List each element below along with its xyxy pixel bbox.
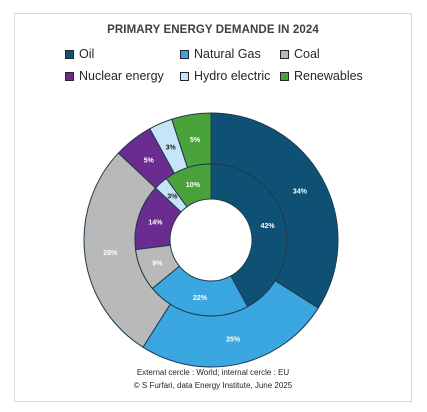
legend-label-nuclear: Nuclear energy [79,69,164,83]
footer-note: External cercle : World; internal cercle… [136,368,290,377]
outer-ring-label-hydro: 3% [166,144,177,151]
inner-ring-label-oil: 42% [261,223,276,230]
legend-item-nuclear: Nuclear energy [65,69,164,83]
legend-label-natural-gas: Natural Gas [194,47,261,61]
legend-label-coal: Coal [294,47,320,61]
legend-swatch-coal [280,49,289,59]
donut-chart: 34% 25% 28% 5% 3% 5% 42% 22% 9% 14% 3% 10% [83,112,339,368]
legend-swatch-oil [65,49,74,59]
chart-card: PRIMARY ENERGY DEMANDE IN 2024 Oil Natur… [14,13,412,402]
inner-ring-slice-oil [210,163,288,308]
legend-item-coal: Coal [280,47,320,61]
legend-item-natural-gas: Natural Gas [180,47,261,61]
legend-item-hydro: Hydro electric [180,69,270,83]
outer-ring-label-coal: 28% [103,250,118,257]
legend-label-hydro: Hydro electric [194,69,271,83]
inner-ring-label-coal: 9% [152,261,163,268]
legend-swatch-renewables [280,71,289,81]
legend-label-oil: Oil [79,47,95,61]
legend-item-renewables: Renewables [280,69,363,83]
chart-title: PRIMARY ENERGY DEMANDE IN 2024 [107,24,319,36]
legend-swatch-nuclear [65,71,74,81]
legend-label-renewables: Renewables [294,69,363,83]
legend-swatch-natural-gas [180,49,189,59]
inner-ring-label-hydro: 3% [167,194,178,201]
legend-item-oil: Oil [65,47,94,61]
inner-ring-label-nuclear: 14% [148,219,163,226]
footer-credit: © S Furfari, data Energy Institute, June… [133,381,293,390]
inner-ring-label-natural-gas: 22% [193,295,208,302]
outer-ring-label-oil: 34% [293,189,308,196]
outer-ring-label-natural-gas: 25% [226,337,241,344]
outer-ring-label-nuclear: 5% [144,157,155,164]
inner-ring-label-renewables: 10% [186,182,201,189]
outer-ring-label-renewables: 5% [190,137,201,144]
inner-ring-slice-renewables [165,163,212,208]
legend-swatch-hydro [180,71,189,81]
